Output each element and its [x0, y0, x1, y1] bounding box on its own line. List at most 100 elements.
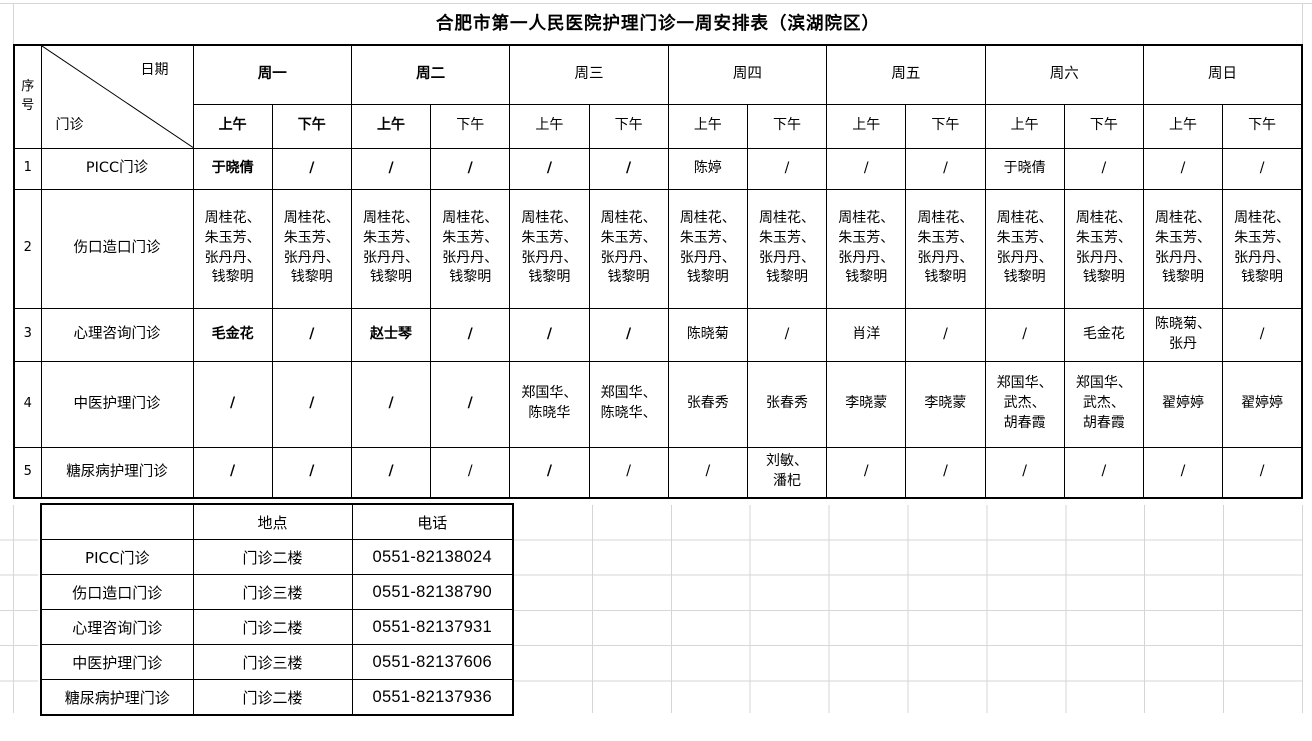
- schedule-cell: 陈晓菊: [667, 307, 748, 362]
- schedule-cell: 周桂花、 朱玉芳、 张丹丹、 钱黎明: [746, 188, 828, 309]
- schedule-cell: /: [905, 446, 986, 499]
- schedule-cell: /: [984, 307, 1065, 362]
- day-header-sun: 周日: [1142, 44, 1303, 105]
- day-header-fri: 周五: [826, 44, 986, 105]
- serial-header: 序 号: [13, 44, 42, 149]
- schedule-cell: /: [271, 360, 352, 448]
- session-header: 下午: [1222, 103, 1303, 149]
- directory-row: 心理咨询门诊 门诊二楼 0551-82137931: [40, 609, 514, 645]
- clinic-name: 糖尿病护理门诊: [40, 446, 194, 499]
- schedule-cell: /: [826, 147, 907, 190]
- day-header-thu: 周四: [667, 44, 828, 105]
- directory-phone: 0551-82137606: [351, 644, 514, 680]
- schedule-row-diabetes: 5 糖尿病护理门诊 / / / / / / / 刘敏、 潘杞 / / / / /…: [13, 446, 1303, 499]
- directory-table: 地点 电话 PICC门诊 门诊二楼 0551-82138024 伤口造口门诊 门…: [40, 503, 514, 716]
- session-header: 上午: [509, 103, 590, 149]
- schedule-cell: 周桂花、 朱玉芳、 张丹丹、 钱黎明: [1063, 188, 1144, 309]
- schedule-cell: 陈婷: [667, 147, 748, 190]
- row-number: 2: [13, 188, 42, 309]
- schedule-cell: /: [430, 147, 511, 190]
- directory-clinic: 糖尿病护理门诊: [40, 679, 194, 716]
- directory-clinic: 中医护理门诊: [40, 644, 194, 680]
- directory-clinic: 心理咨询门诊: [40, 609, 194, 645]
- schedule-cell: /: [192, 446, 273, 499]
- corner-date-label: 日期: [140, 62, 169, 78]
- header-row-sessions: 上午 下午 上午 下午 上午 下午 上午 下午 上午 下午 上午 下午 上午 下…: [14, 103, 1303, 149]
- schedule-cell: 于晓倩: [192, 147, 273, 190]
- schedule-cell: 刘敏、 潘杞: [746, 446, 828, 499]
- schedule-cell: 周桂花、 朱玉芳、 张丹丹、 钱黎明: [192, 188, 273, 309]
- header-row-days: 序 号 日期 门诊 周一 周二 周三 周四 周五 周六 周日: [13, 44, 1303, 149]
- directory-phone: 0551-82137931: [351, 609, 514, 645]
- schedule-cell: 周桂花、 朱玉芳、 张丹丹、 钱黎明: [984, 188, 1065, 309]
- schedule-cell: 陈晓菊、 张丹: [1142, 307, 1224, 362]
- gridline-region-left: [0, 505, 38, 713]
- session-header: 上午: [826, 103, 907, 149]
- schedule-cell: /: [350, 360, 432, 448]
- day-header-tue: 周二: [350, 44, 511, 105]
- schedule-cell: /: [746, 147, 828, 190]
- clinic-name: 心理咨询门诊: [40, 307, 194, 362]
- directory-phone: 0551-82138790: [351, 574, 514, 610]
- day-header-sat: 周六: [984, 44, 1144, 105]
- row-number: 1: [13, 147, 42, 190]
- directory-header-row: 地点 电话: [40, 503, 514, 540]
- directory-clinic: PICC门诊: [40, 539, 194, 575]
- directory-location: 门诊三楼: [192, 644, 353, 680]
- schedule-row-wound: 2 伤口造口门诊 周桂花、 朱玉芳、 张丹丹、 钱黎明 周桂花、 朱玉芳、 张丹…: [13, 188, 1303, 309]
- schedule-cell: /: [905, 147, 986, 190]
- schedule-cell: 周桂花、 朱玉芳、 张丹丹、 钱黎明: [1222, 188, 1303, 309]
- schedule-cell: 周桂花、 朱玉芳、 张丹丹、 钱黎明: [667, 188, 748, 309]
- session-header: 上午: [350, 103, 432, 149]
- session-header: 上午: [984, 103, 1065, 149]
- schedule-cell: /: [271, 307, 352, 362]
- directory-phone: 0551-82138024: [351, 539, 514, 575]
- schedule-table: 序 号 日期 门诊 周一 周二 周三 周四 周五 周六 周日 上午 下午 上午 …: [13, 44, 1303, 499]
- schedule-cell: 郑国华、 陈晓华: [509, 360, 590, 448]
- schedule-cell: 周桂花、 朱玉芳、 张丹丹、 钱黎明: [826, 188, 907, 309]
- schedule-cell: /: [588, 147, 669, 190]
- directory-location: 门诊二楼: [192, 539, 353, 575]
- gridline-top: [0, 3, 1312, 4]
- schedule-cell: /: [430, 360, 511, 448]
- directory-row: 中医护理门诊 门诊三楼 0551-82137606: [40, 644, 514, 680]
- session-header: 下午: [1063, 103, 1144, 149]
- directory-row: PICC门诊 门诊二楼 0551-82138024: [40, 539, 514, 575]
- schedule-cell: 周桂花、 朱玉芳、 张丹丹、 钱黎明: [350, 188, 432, 309]
- schedule-cell: 翟婷婷: [1222, 360, 1303, 448]
- schedule-cell: 周桂花、 朱玉芳、 张丹丹、 钱黎明: [588, 188, 669, 309]
- schedule-cell: 周桂花、 朱玉芳、 张丹丹、 钱黎明: [905, 188, 986, 309]
- gridline-left-vertical: [13, 505, 14, 713]
- schedule-cell: /: [1222, 307, 1303, 362]
- schedule-cell: /: [430, 307, 511, 362]
- location-header: 地点: [192, 503, 353, 540]
- schedule-cell: /: [430, 446, 511, 499]
- clinic-name: 伤口造口门诊: [40, 188, 194, 309]
- row-number: 5: [13, 446, 42, 499]
- schedule-cell: /: [588, 307, 669, 362]
- schedule-cell: 李晓蒙: [905, 360, 986, 448]
- clinic-name: PICC门诊: [40, 147, 194, 190]
- session-header: 上午: [192, 103, 273, 149]
- directory-location: 门诊二楼: [192, 679, 353, 716]
- row-number: 4: [13, 360, 42, 448]
- session-header: 下午: [271, 103, 352, 149]
- schedule-cell: /: [271, 446, 352, 499]
- schedule-cell: /: [509, 147, 590, 190]
- diagonal-line: [42, 46, 193, 148]
- schedule-cell: /: [984, 446, 1065, 499]
- schedule-cell: 于晓倩: [984, 147, 1065, 190]
- schedule-row-tcm: 4 中医护理门诊 / / / / 郑国华、 陈晓华 郑国华、 陈晓华、 张春秀 …: [13, 360, 1303, 448]
- schedule-cell: /: [1063, 147, 1144, 190]
- schedule-cell: /: [1142, 446, 1224, 499]
- schedule-cell: 张春秀: [667, 360, 748, 448]
- directory-corner-empty: [40, 503, 194, 540]
- day-header-mon: 周一: [192, 44, 352, 105]
- schedule-cell: /: [1222, 446, 1303, 499]
- page-title: 合肥市第一人民医院护理门诊一周安排表（滨湖院区）: [436, 14, 880, 34]
- directory-location: 门诊二楼: [192, 609, 353, 645]
- schedule-cell: /: [588, 446, 669, 499]
- schedule-row-psychology: 3 心理咨询门诊 毛金花 / 赵士琴 / / / 陈晓菊 / 肖洋 / / 毛金…: [13, 307, 1303, 362]
- session-header: 下午: [746, 103, 828, 149]
